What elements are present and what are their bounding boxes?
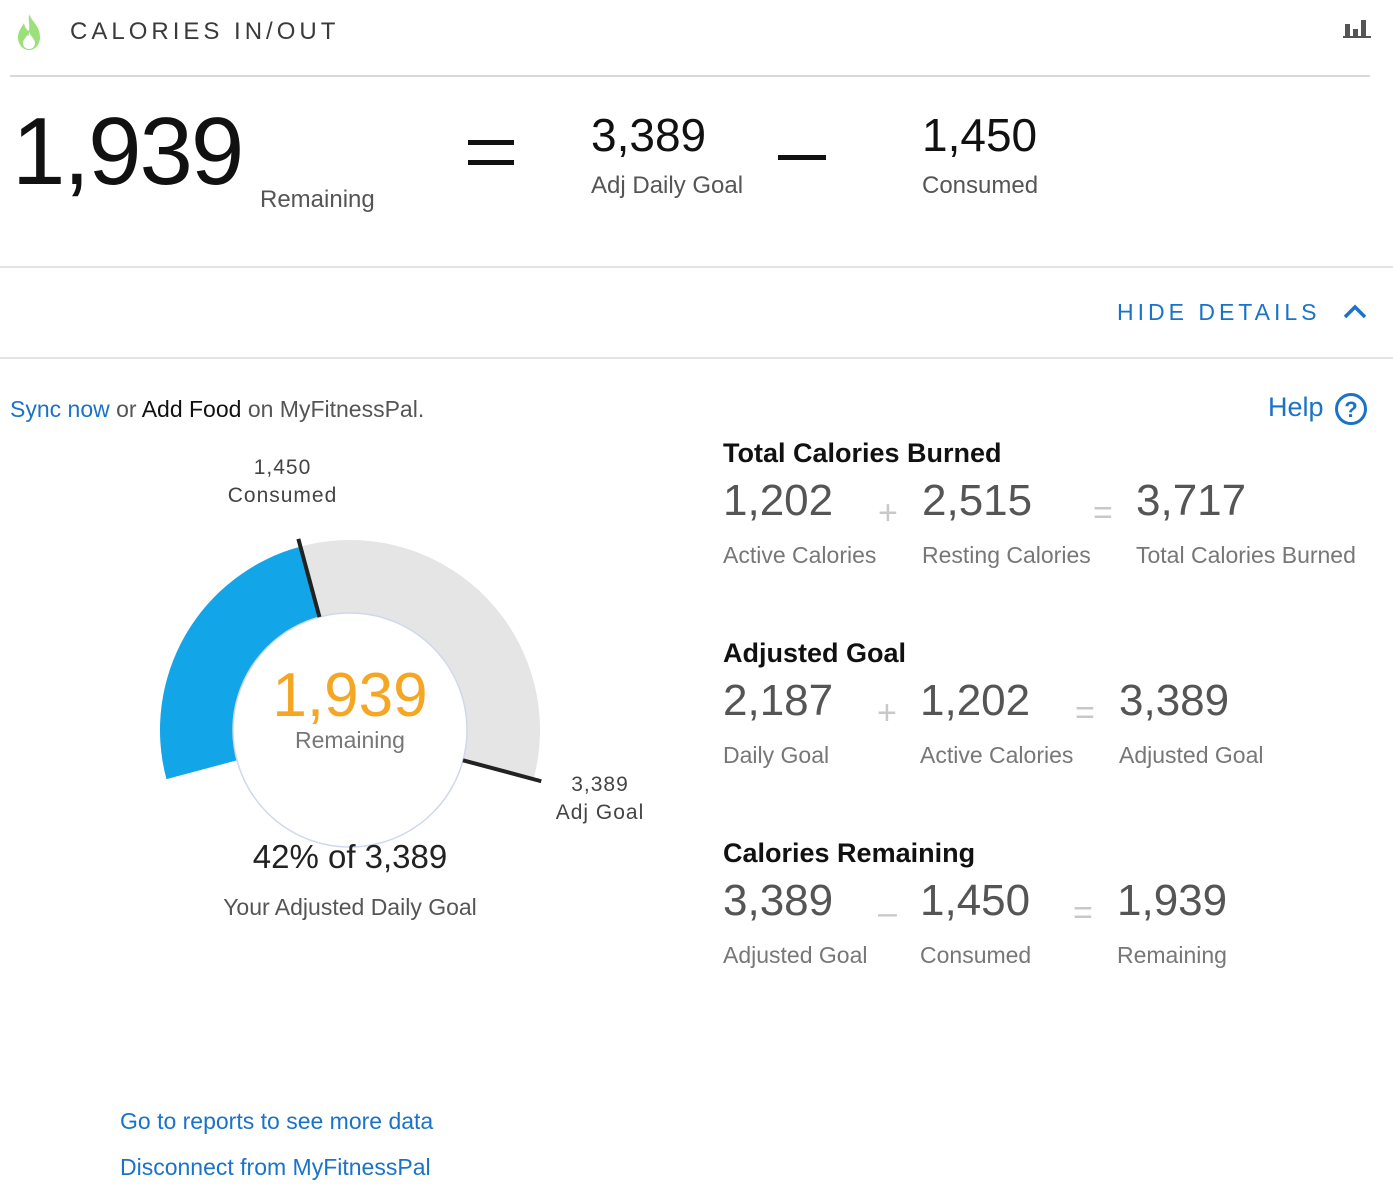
equation-title: Adjusted Goal bbox=[723, 638, 907, 668]
svg-text:?: ? bbox=[1344, 397, 1357, 422]
equation-term-label: Total Calories Burned bbox=[1136, 542, 1356, 568]
equation-term-value: 3,389 bbox=[723, 876, 834, 925]
reports-link[interactable]: Go to reports to see more data bbox=[120, 1108, 434, 1134]
percent-of-goal-caption: Your Adjusted Daily Goal bbox=[223, 894, 477, 920]
widget-title: CALORIES IN/OUT bbox=[70, 18, 340, 45]
equation-term-value: 2,515 bbox=[922, 476, 1033, 525]
widget-header: CALORIES IN/OUT bbox=[0, 0, 1393, 76]
sync-suffix-text: on MyFitnessPal. bbox=[247, 396, 425, 422]
sync-now-link[interactable]: Sync now bbox=[10, 396, 110, 422]
sync-line: Sync now or Add Food on MyFitnessPal. bbox=[10, 396, 424, 423]
total-calories-burned-equation: Total Calories Burned 1,202 Active Calor… bbox=[723, 438, 1393, 598]
add-food-link[interactable]: Add Food bbox=[141, 396, 242, 422]
gauge-consumed-label: Consumed bbox=[227, 484, 338, 507]
equation-title: Total Calories Burned bbox=[723, 438, 1002, 468]
equation-term-value: 2,187 bbox=[723, 676, 834, 725]
equation-term-label: Consumed bbox=[920, 942, 1032, 968]
bar-chart-icon[interactable] bbox=[1343, 16, 1371, 38]
plus-sign: + bbox=[877, 694, 897, 732]
header-divider bbox=[10, 75, 1370, 77]
equation-term-label: Active Calories bbox=[723, 542, 877, 568]
equals-sign: = bbox=[1093, 494, 1113, 532]
flame-icon bbox=[18, 14, 40, 50]
disconnect-link[interactable]: Disconnect from MyFitnessPal bbox=[120, 1154, 431, 1180]
gauge-remaining-label: Remaining bbox=[295, 727, 405, 753]
gauge-remaining-value: 1,939 bbox=[272, 661, 428, 730]
calories-remaining-equation: Calories Remaining 3,389 Adjusted Goal –… bbox=[723, 838, 1393, 998]
sync-or-text: or bbox=[116, 396, 137, 422]
gauge-goal-value: 3,389 bbox=[571, 773, 629, 796]
gauge-inner-ring bbox=[232, 612, 468, 848]
equation-term-label: Daily Goal bbox=[723, 742, 830, 768]
remaining-label: Remaining bbox=[260, 186, 375, 213]
equation-term-label: Active Calories bbox=[920, 742, 1074, 768]
consumed-value: 1,450 bbox=[922, 109, 1038, 161]
gauge-consumed-value: 1,450 bbox=[253, 456, 312, 479]
equation-term-label: Adjusted Goal bbox=[1119, 742, 1264, 768]
equation-title: Calories Remaining bbox=[723, 838, 976, 868]
gauge-consumed-tick bbox=[296, 538, 322, 618]
equals-sign bbox=[464, 132, 518, 172]
equation-term-label: Resting Calories bbox=[922, 542, 1091, 568]
help-link[interactable]: Help bbox=[1268, 392, 1324, 422]
hide-details-button[interactable]: HIDE DETAILS bbox=[1117, 299, 1321, 325]
equation-term-value: 1,202 bbox=[920, 676, 1031, 725]
remaining-value: 1,939 bbox=[12, 98, 244, 205]
equation-term-value: 3,389 bbox=[1119, 676, 1230, 725]
equation-term-label: Adjusted Goal bbox=[723, 942, 868, 968]
adjusted-goal-equation: Adjusted Goal 2,187 Daily Goal + 1,202 A… bbox=[723, 638, 1393, 798]
equation-term-value: 1,939 bbox=[1117, 876, 1228, 925]
details-divider bbox=[0, 357, 1393, 359]
gauge-goal-label: Adj Goal bbox=[555, 801, 645, 824]
chevron-up-icon[interactable] bbox=[1340, 300, 1370, 322]
minus-sign bbox=[778, 155, 826, 160]
calorie-gauge bbox=[159, 538, 542, 848]
consumed-label: Consumed bbox=[922, 172, 1039, 199]
percent-of-goal: 42% of 3,389 bbox=[252, 838, 448, 875]
equation-term-label: Remaining bbox=[1117, 942, 1227, 968]
adj-daily-goal-label: Adj Daily Goal bbox=[591, 172, 744, 199]
gauge-goal-tick bbox=[462, 758, 542, 784]
equation-term-value: 1,202 bbox=[723, 476, 834, 525]
summary-divider bbox=[0, 266, 1393, 268]
question-circle-icon[interactable]: ? bbox=[1334, 392, 1368, 426]
equals-sign: = bbox=[1075, 694, 1095, 732]
minus-sign: – bbox=[878, 894, 897, 932]
equals-sign: = bbox=[1073, 894, 1093, 932]
adj-daily-goal-value: 3,389 bbox=[591, 109, 707, 161]
equation-term-value: 1,450 bbox=[920, 876, 1031, 925]
plus-sign: + bbox=[878, 494, 898, 532]
gauge-consumed-arc bbox=[160, 546, 320, 780]
equation-term-value: 3,717 bbox=[1136, 476, 1247, 525]
